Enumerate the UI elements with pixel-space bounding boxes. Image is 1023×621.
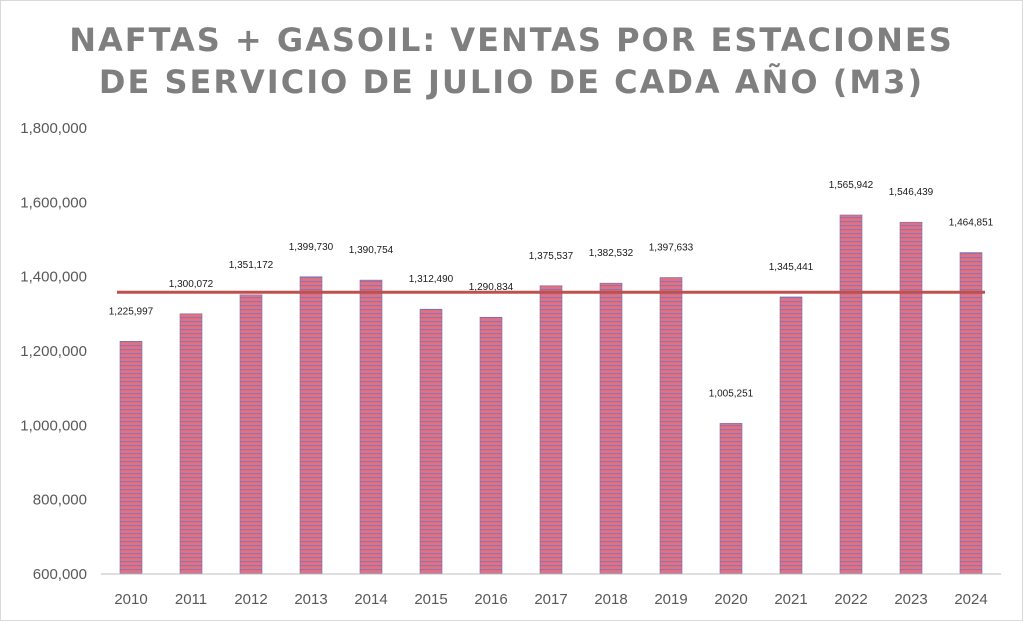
bar [419, 308, 443, 575]
data-label: 1,351,172 [229, 260, 274, 271]
x-tick-label: 2014 [354, 591, 387, 608]
bar [599, 282, 623, 575]
x-tick-label: 2021 [774, 591, 807, 608]
bar [359, 279, 383, 575]
data-label: 1,225,997 [109, 306, 154, 317]
data-label: 1,312,490 [409, 274, 454, 285]
data-label: 1,390,754 [349, 245, 394, 256]
chart-title: NAFTAS + GASOIL: VENTAS POR ESTACIONES D… [1, 19, 1022, 103]
x-tick-label: 2019 [654, 591, 687, 608]
bar [719, 423, 743, 575]
bar [299, 276, 323, 575]
x-tick-label: 2013 [294, 591, 327, 608]
y-tick-label: 1,200,000 [20, 343, 87, 360]
data-label: 1,464,851 [949, 218, 994, 229]
bar [959, 252, 983, 575]
bar [479, 316, 503, 575]
x-tick-label: 2015 [414, 591, 447, 608]
data-label: 1,397,633 [649, 243, 694, 254]
bar [179, 313, 203, 575]
x-tick-label: 2018 [594, 591, 627, 608]
data-label: 1,382,532 [589, 248, 634, 259]
bar [779, 296, 803, 575]
x-tick-label: 2023 [894, 591, 927, 608]
data-label: 1,005,251 [709, 388, 754, 399]
data-label: 1,345,441 [769, 262, 814, 273]
x-tick-label: 2024 [954, 591, 987, 608]
x-axis: 2010 2011 2012 2013 2014 2015 2016 2017 2018 2019… [101, 573, 1001, 608]
data-label: 1,399,730 [289, 242, 334, 253]
x-tick-label: 2022 [834, 591, 867, 608]
data-label: 1,565,942 [829, 180, 874, 191]
bar [119, 341, 143, 575]
y-axis: 600,000 800,000 1,000,000 1,200,000 1,400,00… [20, 120, 87, 583]
bar [539, 285, 563, 575]
y-tick-label: 1,400,000 [20, 269, 87, 286]
data-label: 1,546,439 [889, 187, 934, 198]
x-tick-label: 2012 [234, 591, 267, 608]
data-label: 1,300,072 [169, 279, 214, 290]
chart-title-line-2: DE SERVICIO DE JULIO DE CADA AÑO (M3) [98, 63, 925, 101]
data-label: 1,375,537 [529, 251, 574, 262]
data-label: 1,290,834 [469, 282, 514, 293]
bar [839, 214, 863, 575]
x-tick-label: 2020 [714, 591, 747, 608]
bars [119, 214, 983, 575]
data-labels: 1,225,997 1,300,072 1,351,172 1,399,730 1,39… [109, 180, 994, 399]
bar [659, 277, 683, 575]
x-tick-label: 2016 [474, 591, 507, 608]
y-tick-label: 1,800,000 [20, 120, 87, 137]
y-tick-label: 600,000 [33, 566, 87, 583]
x-tick-label: 2011 [175, 591, 207, 608]
y-tick-label: 1,000,000 [20, 417, 87, 434]
y-tick-label: 1,600,000 [20, 194, 87, 211]
x-tick-label: 2010 [114, 591, 147, 608]
x-tick-label: 2017 [534, 591, 567, 608]
bar [239, 294, 263, 575]
y-tick-label: 800,000 [33, 492, 87, 509]
bar [899, 221, 923, 575]
chart-title-line-1: NAFTAS + GASOIL: VENTAS POR ESTACIONES [69, 21, 954, 59]
